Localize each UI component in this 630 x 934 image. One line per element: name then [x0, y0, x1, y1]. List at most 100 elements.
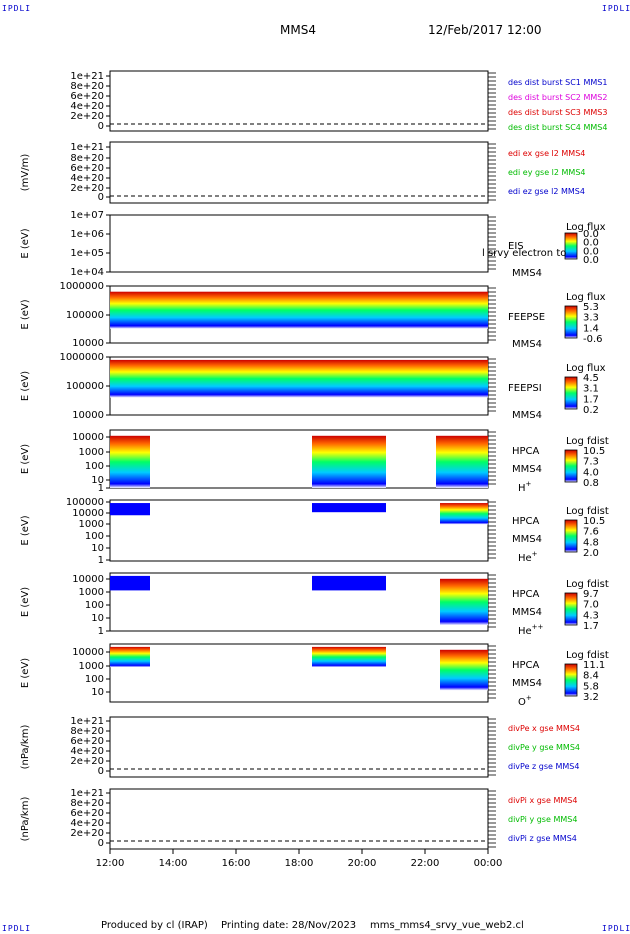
colorbar-tick-label: 4.3	[583, 610, 599, 621]
colorbar-tick-label: 3.1	[583, 384, 599, 395]
x-tick-label: 14:00	[159, 858, 188, 869]
y-tick-label: 1e+05	[70, 248, 104, 259]
legend-entry: divPi x gse MMS4	[508, 796, 577, 805]
legend-entry: edi ex gse l2 MMS4	[508, 149, 585, 158]
spacecraft-label: MMS4	[512, 607, 542, 618]
heatmap-block	[110, 503, 150, 516]
plot-area-hpca-o	[109, 643, 489, 703]
instrument-label: HPCA	[512, 516, 540, 527]
y-tick-label: 4e+20	[70, 818, 104, 829]
legend-entry: des dist burst SC2 MMS2	[508, 93, 607, 102]
species-label: O+	[518, 694, 532, 708]
x-tick-label: 22:00	[411, 858, 440, 869]
y-axis-label: E (eV)	[20, 444, 31, 474]
y-axis-label: E (eV)	[20, 515, 31, 545]
colorbar-tick-label: 7.3	[583, 457, 599, 468]
colorbar-tick-label: 4.8	[583, 537, 599, 548]
colorbar-tick-label: -0.6	[583, 334, 603, 345]
colorbar-tick-label: 3.3	[583, 313, 599, 324]
y-tick-label: 100	[85, 531, 104, 542]
colorbar-tick-label: 1.4	[583, 323, 599, 334]
legend-entry: divPe z gse MMS4	[508, 762, 579, 771]
instrument-label: HPCA	[512, 446, 540, 457]
y-tick-label: 10000	[72, 432, 104, 443]
species-charge: ++	[532, 623, 544, 631]
legend-entry: des dist burst SC3 MMS3	[508, 108, 607, 117]
y-tick-label: 1000000	[59, 352, 104, 363]
y-tick-label: 1000000	[59, 281, 104, 292]
panel-hpca-h: 10000 1000 100 101 E (eV) Log fdist10.57.34.0…	[20, 429, 609, 494]
y-tick-label: 4e+20	[70, 101, 104, 112]
datetime-title: 12/Feb/2017 12:00	[428, 23, 542, 37]
y-axis-label: (nPa/km)	[20, 797, 31, 842]
colorbar-tick-label: 10.5	[583, 446, 605, 457]
plot-area-edi-e	[109, 141, 489, 204]
y-tick-label: 10000	[72, 647, 104, 658]
plot-area-divpi	[109, 788, 489, 850]
spacecraft-label: MMS4	[512, 678, 542, 689]
y-tick-label: 8e+20	[70, 726, 104, 737]
y-tick-label: 100000	[66, 497, 104, 508]
colorbar	[564, 376, 578, 410]
y-tick-label: 8e+20	[70, 798, 104, 809]
heatmap-block	[110, 291, 488, 329]
plot-area-des-dist-burst	[109, 70, 489, 132]
y-tick-label: 10000	[72, 410, 104, 421]
y-tick-label: 8e+20	[70, 81, 104, 92]
y-tick-label: 1000	[79, 587, 104, 598]
y-tick-label: 1	[98, 555, 104, 566]
heatmap-block	[440, 649, 488, 691]
colorbar-tick-label: 4.5	[583, 373, 599, 384]
y-tick-label: 1000	[79, 661, 104, 672]
colorbar	[564, 305, 578, 339]
y-tick-label: 10	[91, 543, 104, 554]
y-tick-label: 100	[85, 461, 104, 472]
instrument-label: EIS	[508, 241, 524, 252]
y-tick-label: 0	[98, 192, 104, 203]
colorbar-tick-label: 11.1	[583, 660, 605, 671]
legend-entry: divPi z gse MMS4	[508, 834, 577, 843]
colorbar-tick-label: 5.8	[583, 681, 599, 692]
y-tick-label: 1e+21	[70, 716, 104, 727]
heatmap-block	[110, 575, 150, 591]
y-tick-label: 6e+20	[70, 736, 104, 747]
y-tick-label: 1000	[79, 519, 104, 530]
legend-entry: divPi y gse MMS4	[508, 815, 577, 824]
y-tick-label: 2e+20	[70, 183, 104, 194]
y-tick-label: 1e+21	[70, 71, 104, 82]
y-tick-label: 1e+21	[70, 142, 104, 153]
heatmap-block	[440, 578, 488, 626]
colorbar-title: Log fdist	[566, 650, 609, 661]
spacecraft-title: MMS4	[280, 23, 316, 37]
footer-script-name: mms_mms4_srvy_vue_web2.cl	[370, 920, 524, 931]
panel-hpca-o: 10000 1000 100 10 E (eV) Log fdist11.18.45.83…	[20, 643, 609, 708]
legend-entry: edi ey gse l2 MMS4	[508, 168, 586, 177]
y-tick-label: 100000	[66, 310, 104, 321]
plot-area-eis	[109, 214, 489, 273]
y-axis-label: E (eV)	[20, 299, 31, 329]
y-axis-label: E (eV)	[20, 658, 31, 688]
y-tick-label: 6e+20	[70, 163, 104, 174]
y-axis-label: (nPa/km)	[20, 725, 31, 770]
y-tick-label: 4e+20	[70, 173, 104, 184]
plot-area-hpca-he	[109, 499, 489, 562]
y-tick-label: 10	[91, 613, 104, 624]
instrument-label: HPCA	[512, 589, 540, 600]
heatmap-block	[110, 359, 488, 398]
corner-label-tl: IPDLI	[2, 4, 32, 13]
y-tick-label: 100	[85, 600, 104, 611]
colorbar-tick-label: 0.0	[583, 255, 599, 266]
spacecraft-label: MMS4	[512, 464, 542, 475]
heatmap-block	[312, 503, 386, 513]
overlay-label: l srvy electron to	[482, 248, 566, 259]
colorbar	[564, 592, 578, 626]
colorbar-tick-label: 0.0	[583, 229, 599, 240]
colorbar	[564, 449, 578, 483]
colorbar-tick-label: 2.0	[583, 548, 599, 559]
species-charge: +	[526, 480, 532, 488]
